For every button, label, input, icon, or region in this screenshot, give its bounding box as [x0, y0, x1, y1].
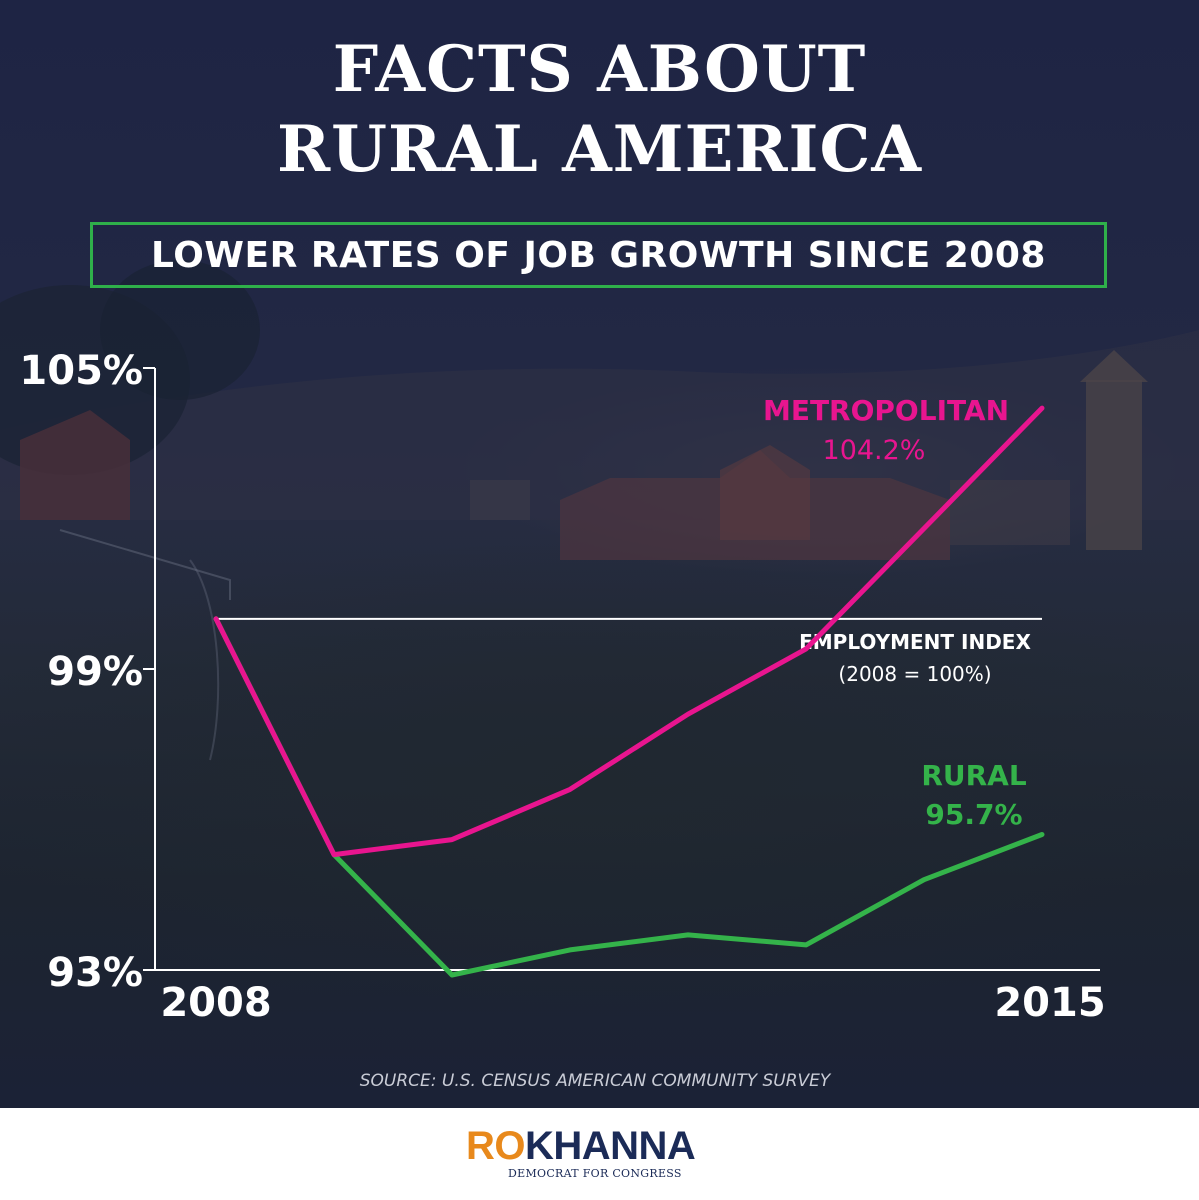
logo-name: ROKHANNA — [466, 1126, 726, 1166]
logo-tagline: DEMOCRAT FOR CONGRESS — [508, 1167, 682, 1180]
line-chart: 105% 99% 93% 2008 2015 EMPLOYMENT INDEX (2008 … — [19, 348, 1105, 1091]
headline-line-1: FACTS ABOUT — [332, 32, 867, 107]
y-tick-label: 105% — [19, 348, 143, 394]
source-note: SOURCE: U.S. CENSUS AMERICAN COMMUNITY S… — [360, 1071, 832, 1091]
series-end-value-metropolitan: 104.2% — [823, 435, 926, 466]
series-label-metropolitan: METROPOLITAN — [763, 394, 1009, 427]
series-label-rural: RURAL — [921, 759, 1027, 792]
logo-last-name: KHANNA — [525, 1124, 696, 1168]
headline-line-2: RURAL AMERICA — [276, 112, 923, 187]
x-tick-label: 2008 — [160, 980, 271, 1026]
logo-first-name: RO — [466, 1124, 526, 1168]
reference-line-label: EMPLOYMENT INDEX — [799, 630, 1031, 654]
reference-line-sublabel: (2008 = 100%) — [838, 662, 991, 686]
series-line-rural — [213, 616, 1045, 978]
farm-scenery — [20, 350, 1148, 761]
campaign-logo: ROKHANNA DEMOCRAT FOR CONGRESS — [466, 1126, 726, 1180]
y-tick-label: 99% — [47, 649, 143, 695]
x-tick-label: 2015 — [994, 980, 1105, 1026]
subtitle-box: LOWER RATES OF JOB GROWTH SINCE 2008 — [90, 222, 1107, 288]
headline: FACTS ABOUT RURAL AMERICA — [0, 30, 1199, 190]
chart-subtitle: LOWER RATES OF JOB GROWTH SINCE 2008 — [151, 234, 1046, 276]
series-end-value-rural: 95.7% — [925, 798, 1022, 831]
series-line-metropolitan — [213, 405, 1045, 858]
y-tick-label: 93% — [47, 950, 143, 996]
footer: ROKHANNA DEMOCRAT FOR CONGRESS — [0, 1108, 1199, 1200]
